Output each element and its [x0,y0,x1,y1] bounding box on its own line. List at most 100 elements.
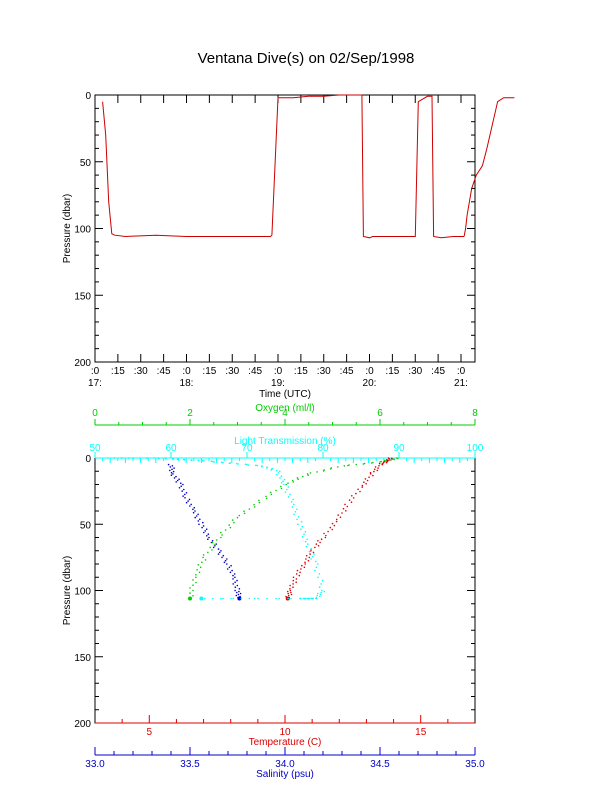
temperature-tick-label: 15 [415,727,427,738]
x-tick-minute-label: :15 [294,366,308,377]
oxygen-point [258,499,260,502]
oxygen-point [220,536,222,539]
light-tick-label: 100 [467,443,484,454]
temperature-point [304,561,306,564]
oxygen-point [275,489,277,492]
oxygen-point [207,551,209,554]
oxygen-point [362,463,365,465]
salinity-point [237,593,240,596]
salinity-point [236,579,238,582]
light-point [302,597,305,600]
salinity-point [194,510,196,512]
temperature-point [364,478,367,480]
temperature-point [335,518,338,521]
oxygen-point [287,482,289,485]
temperature-point [299,571,301,574]
temperature-point [308,556,311,559]
light-point [248,597,251,600]
y-axis-label: Pressure (dbar) [62,194,73,263]
light-point [165,457,167,460]
temperature-point [378,462,381,465]
oxygen-point [195,576,197,579]
light-point [132,457,135,459]
x-tick-minute-label: :15 [111,366,125,377]
salinity-point [180,485,182,488]
salinity-point [208,536,210,539]
light-point [222,461,224,464]
oxygen-tick-label: 6 [377,408,383,419]
light-point [319,593,322,596]
light-point [304,540,307,543]
temperature-point [373,470,375,473]
light-point [280,482,283,484]
x-tick-minute-label: :15 [385,366,399,377]
temperature-point [292,579,295,582]
temperature-point [344,503,346,506]
oxygen-point [198,571,201,574]
light-point [201,459,204,462]
oxygen-point [296,477,299,479]
light-point [232,597,234,600]
temperature-point [339,516,342,519]
x-tick-minute-label: :45 [340,366,354,377]
temperature-point [366,479,369,482]
temperature-point [369,471,372,474]
x-tick-hour-label: 18: [180,378,194,389]
light-point [315,566,318,569]
y-tick-label: 0 [85,454,91,465]
temperature-point [348,499,351,501]
temperature-point [337,514,340,516]
oxygen-point [347,464,349,467]
oxygen-point [337,466,339,468]
x-tick-minute-label: :15 [202,366,216,377]
temperature-point [359,490,361,493]
oxygen-point [189,592,191,594]
oxygen-point [201,561,203,564]
light-tick-label: 50 [89,443,101,454]
oxygen-point [209,546,211,549]
temperature-point [292,576,295,579]
light-point [293,503,295,506]
temperature-point [304,563,307,565]
oxygen-point [309,472,312,474]
light-point [278,597,280,600]
temperature-tick-label: 10 [279,727,291,738]
salinity-point [217,548,220,550]
x-tick-minute-label: :30 [134,366,148,377]
salinity-point [238,590,240,593]
light-point [279,470,281,473]
salinity-point [218,551,221,554]
light-point [287,486,290,488]
oxygen-point [202,554,205,556]
oxygen-point [383,459,386,462]
salinity-tick-label: 35.0 [465,759,485,770]
oxygen-point [211,541,214,544]
salinity-point [169,469,171,472]
light-point [153,457,155,459]
salinity-point [169,466,172,468]
pressure-trace-line [463,97,515,237]
light-point [222,597,224,600]
light-tick-label: 80 [317,443,329,454]
light-bottom-cluster [199,596,204,601]
oxygen-point [363,462,366,465]
salinity-point [188,498,191,501]
light-point [266,597,268,600]
salinity-point [205,528,208,530]
y-tick-label: 150 [74,653,91,664]
salinity-point [170,474,173,477]
light-point [121,457,123,459]
oxygen-point [285,483,288,486]
oxygen-point [292,481,295,483]
salinity-point [178,487,181,489]
temperature-point [346,505,349,508]
temperature-point [289,589,292,592]
oxygen-point [220,531,222,534]
oxygen-tick-label: 4 [282,408,288,419]
salinity-point [175,481,177,483]
temperature-point [305,558,307,560]
salinity-point [173,477,176,479]
salinity-point [194,516,196,519]
salinity-point [221,556,223,559]
salinity-point [224,559,227,562]
